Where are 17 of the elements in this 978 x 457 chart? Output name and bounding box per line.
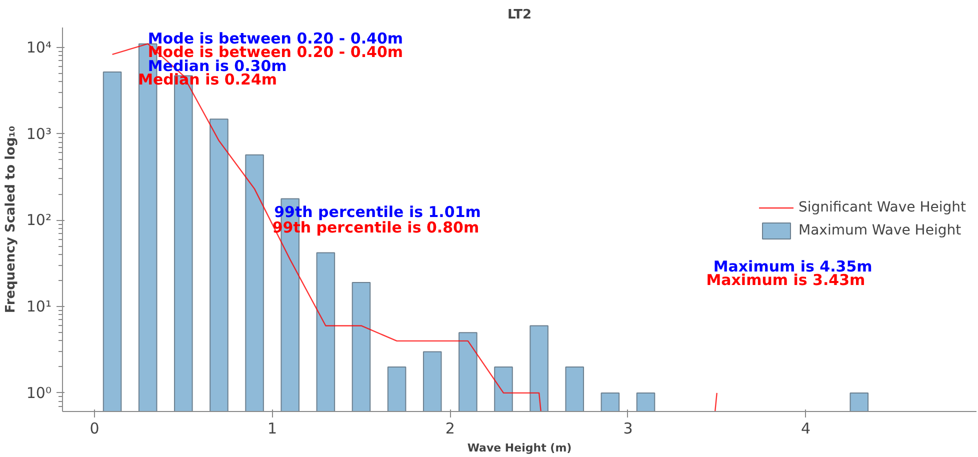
legend-label: Significant Wave Height [798,200,966,216]
x-axis-title: Wave Height (m) [467,442,572,454]
x-tick-label: 1 [268,420,278,438]
x-tick-label: 4 [801,420,811,438]
x-tick-label: 3 [623,420,633,438]
y-tick-label: 10¹ [26,298,52,316]
annotation: 99th percentile is 1.01m [274,202,481,221]
legend-label: Maximum Wave Height [798,222,962,238]
y-tick-label: 10⁴ [26,38,52,56]
y-tick-label: 10³ [26,124,52,143]
y-axis-title: Frequency Scaled to log₁₀ [3,126,18,314]
y-tick-label: 10² [26,211,52,230]
x-tick-label: 0 [90,420,100,438]
chart-title: LT2 [507,8,532,22]
x-tick-label: 2 [445,420,455,438]
annotation: Maximum is 3.43m [706,271,866,290]
y-tick-label: 10⁰ [26,384,52,402]
